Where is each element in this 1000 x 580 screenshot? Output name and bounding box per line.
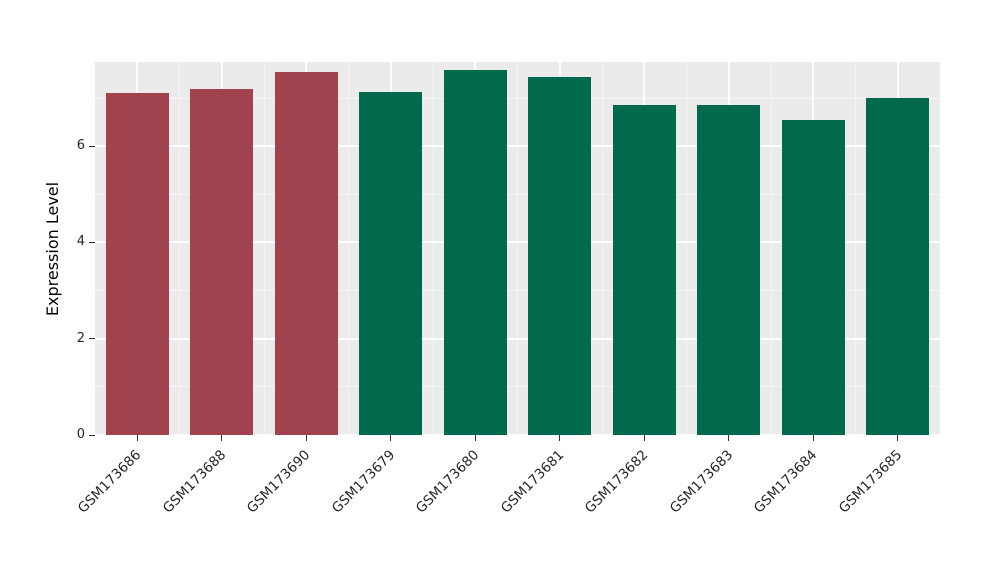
bar [190, 89, 253, 435]
bar [275, 71, 338, 435]
x-axis-tick [643, 435, 645, 441]
x-axis-tick [812, 435, 814, 441]
y-axis-tick [89, 434, 95, 436]
y-tick-label: 2 [76, 330, 85, 346]
y-axis-tick [89, 241, 95, 243]
gridline-vertical-minor [432, 62, 434, 435]
x-axis-tick [390, 435, 392, 441]
x-axis-tick [221, 435, 223, 441]
y-tick-label: 0 [76, 427, 85, 442]
gridline-vertical-minor [263, 62, 265, 435]
gridline-major [95, 434, 940, 436]
x-axis-tick [474, 435, 476, 441]
gridline-vertical-minor [348, 62, 349, 435]
x-axis-tick [559, 435, 561, 441]
bar [866, 98, 929, 435]
gridline-vertical-minor [179, 62, 180, 435]
gridline-vertical-minor [770, 62, 772, 435]
x-axis-tick [305, 435, 307, 441]
gridline-vertical-minor [855, 62, 856, 435]
x-axis-tick [728, 435, 730, 441]
bar [528, 76, 591, 435]
y-axis-tick [89, 145, 95, 147]
bar [359, 91, 422, 435]
bar [697, 104, 760, 435]
x-axis-tick [897, 435, 899, 441]
bar [613, 104, 676, 435]
y-axis-tick [89, 338, 95, 340]
y-tick-label: 4 [76, 234, 85, 250]
x-axis-tick [136, 435, 138, 441]
bar [106, 93, 169, 435]
gridline-vertical-minor [686, 62, 687, 435]
y-tick-label: 6 [76, 138, 85, 154]
plot-area: 0 2 4 6 GSM173686 GSM173688 GSM173690 GSM173679… [75, 62, 940, 516]
gridline-vertical-minor [517, 62, 518, 435]
gridline-vertical-minor [601, 62, 603, 435]
bar [782, 119, 845, 435]
bar [444, 70, 507, 435]
